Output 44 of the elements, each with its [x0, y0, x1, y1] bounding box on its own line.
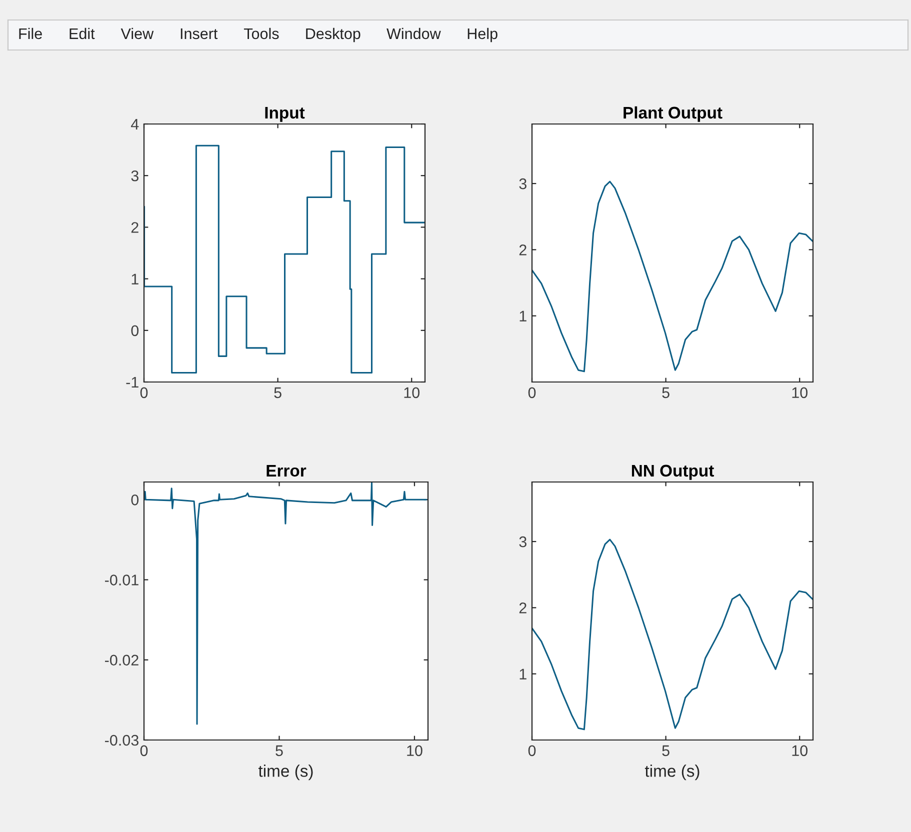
- x-tick-label: 0: [528, 745, 536, 756]
- x-axis-title: time (s): [258, 764, 313, 780]
- y-tick-label: 1: [132, 274, 138, 284]
- text: Desktop: [306, 28, 360, 42]
- text: File: [19, 28, 42, 40]
- x-tick-label: 5: [662, 745, 670, 756]
- y-tick-label: 0: [131, 325, 139, 336]
- x-tick-label: 0: [140, 745, 148, 756]
- x-tick-label: 5: [662, 387, 670, 398]
- y-tick-label: -0.01: [105, 574, 138, 586]
- y-tick-label: -1: [126, 377, 138, 388]
- text: View: [120, 28, 154, 40]
- line-series: [532, 538, 813, 730]
- y-tick-label: 3: [519, 536, 526, 548]
- x-tick-label: 10: [792, 387, 808, 398]
- y-tick-label: 2: [519, 244, 526, 256]
- chart-title: NN Output: [632, 464, 714, 480]
- chart-title: Input: [265, 106, 305, 122]
- line-series: [532, 180, 813, 372]
- x-tick-label: 10: [792, 745, 808, 756]
- x-tick-label: 10: [407, 745, 422, 756]
- text: Help: [468, 28, 498, 42]
- y-tick-label: 2: [519, 602, 526, 614]
- y-tick-label: 3: [131, 170, 138, 182]
- y-tick-label: 1: [520, 668, 526, 680]
- x-axis-title: time (s): [644, 764, 700, 780]
- x-tick-label: 10: [404, 387, 420, 398]
- y-tick-label: -0.02: [105, 654, 138, 666]
- x-tick-label: 5: [276, 745, 283, 756]
- y-tick-label: 0: [131, 494, 139, 506]
- y-tick-label: 3: [519, 178, 526, 190]
- y-tick-label: 2: [131, 222, 138, 233]
- text: Tools: [244, 28, 279, 40]
- x-tick-label: 5: [274, 387, 282, 398]
- y-tick-label: 4: [130, 119, 139, 130]
- x-tick-label: 0: [528, 387, 536, 398]
- y-tick-label: -0.03: [105, 734, 138, 746]
- text: Edit: [70, 28, 95, 40]
- text: Window: [386, 28, 441, 40]
- text: Insert: [180, 28, 218, 40]
- chart-title: Plant Output: [624, 106, 722, 122]
- y-tick-label: 1: [520, 310, 526, 322]
- chart-title: Error: [266, 464, 306, 477]
- x-tick-label: 0: [140, 387, 148, 398]
